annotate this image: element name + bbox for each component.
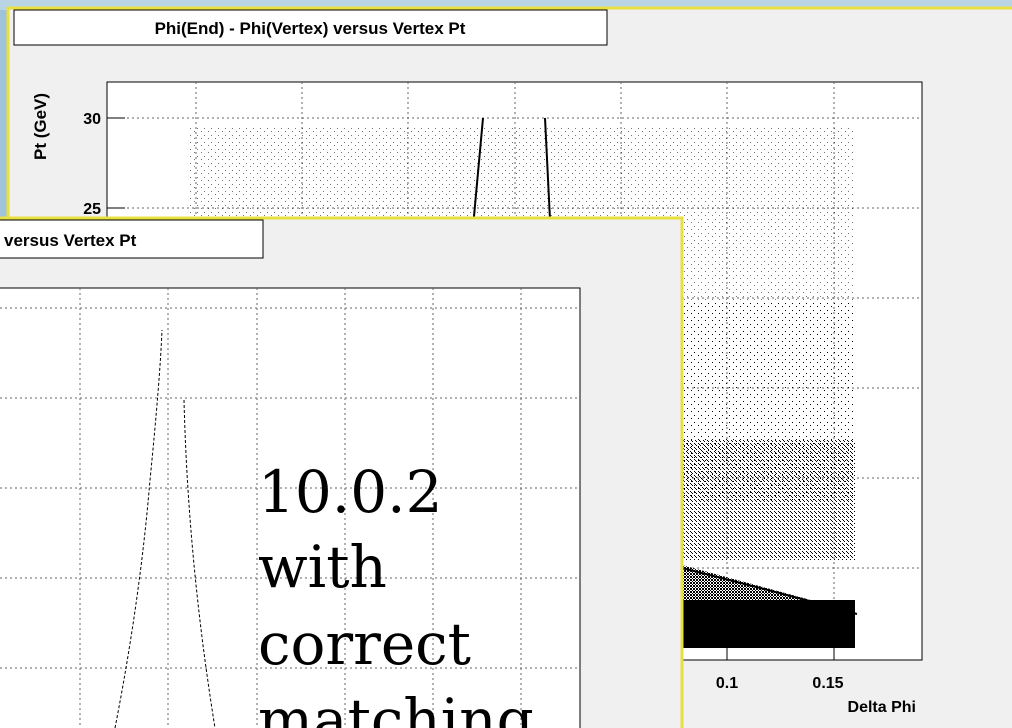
x-tick-label: 0.15 [812,675,843,692]
y-tick-label: 30 [83,111,101,128]
plot-title: Phi(End) - Phi(Vertex) versus Vertex Pt [155,19,466,38]
overlay-text: 10.0.2 with correct matching [258,458,534,728]
plot-title: versus Vertex Pt [4,231,137,250]
overlay-line: with [258,533,387,601]
overlay-line: 10.0.2 [258,458,442,526]
x-tick-label: 0.1 [716,675,738,692]
curve [114,329,216,728]
y-tick-label: 25 [83,201,101,218]
background [0,0,1012,10]
grid [0,288,580,728]
overlay-line: correct [258,610,471,678]
x-axis-label: Delta Phi [848,699,916,716]
y-axis-label: Pt (GeV) [31,93,50,160]
front-plot: versus Vertex Pt [0,216,684,728]
overlay-line: matching [258,686,534,728]
